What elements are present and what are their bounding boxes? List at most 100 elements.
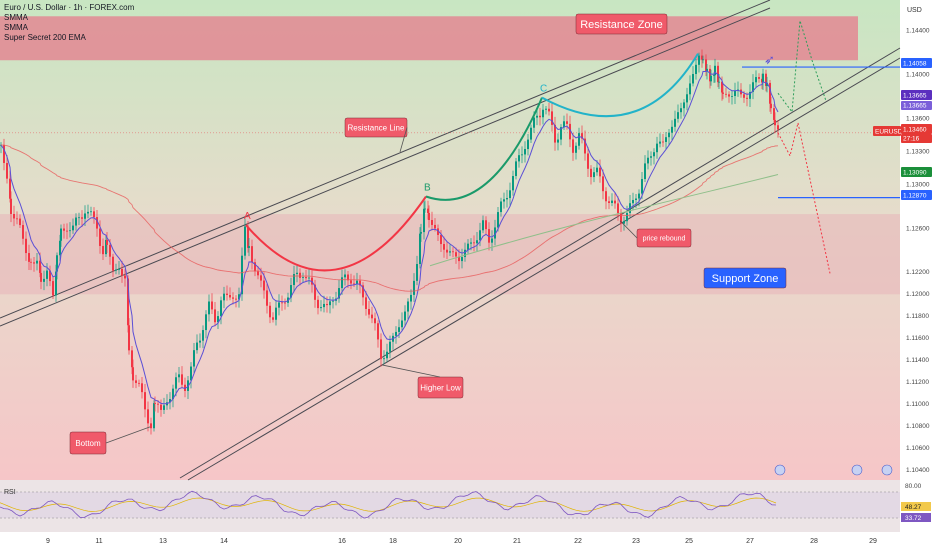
candle — [710, 69, 712, 86]
candle — [509, 182, 511, 206]
candle — [500, 197, 502, 217]
resistance-zone-label-text: Resistance Zone — [580, 19, 663, 31]
candle — [220, 296, 222, 325]
x-tick-label: 28 — [810, 538, 818, 545]
candle — [524, 141, 526, 163]
resistance-line-label-text: Resistance Line — [348, 123, 405, 132]
candle — [650, 151, 652, 166]
candle — [554, 116, 556, 151]
candle — [251, 239, 253, 270]
candle — [431, 211, 433, 231]
candle — [28, 244, 30, 270]
candle — [503, 192, 505, 209]
candle — [90, 206, 92, 216]
candle — [653, 148, 655, 165]
candle — [160, 399, 162, 417]
candle — [81, 210, 83, 227]
candle — [284, 298, 286, 310]
price-rebound-label-text: price rebound — [643, 235, 686, 242]
candle — [308, 269, 310, 285]
candle — [175, 372, 177, 397]
event-flag-icon[interactable] — [851, 464, 863, 476]
candle — [356, 272, 358, 290]
indicator-smma-2: SMMA — [4, 23, 28, 32]
x-tick-label: 18 — [389, 538, 397, 545]
x-tick-label: 23 — [632, 538, 640, 545]
candle — [692, 66, 694, 87]
candle — [386, 343, 388, 362]
candle — [446, 241, 448, 259]
candle — [269, 301, 271, 324]
candle — [293, 265, 295, 293]
candle — [623, 216, 625, 231]
candle — [734, 82, 736, 105]
resistance-line-label-pointer — [399, 127, 408, 153]
candle — [223, 286, 225, 309]
candle — [199, 333, 201, 348]
candle — [572, 132, 574, 161]
tag-symbol — [873, 126, 901, 136]
candle — [575, 142, 577, 160]
candle — [395, 326, 397, 344]
candle — [662, 134, 664, 147]
resistance-line-label: Resistance Line — [344, 117, 408, 153]
candle — [635, 193, 637, 209]
candle — [299, 268, 301, 286]
channel-line — [0, 0, 771, 319]
channel-line — [187, 57, 901, 481]
candle — [485, 216, 487, 235]
rsi-value-signal: 48.27 — [905, 504, 922, 511]
candle — [545, 105, 547, 115]
rsi-label: RSI — [4, 489, 16, 496]
candle — [121, 260, 123, 283]
point-b-label: B — [424, 182, 431, 193]
x-tick-label: 11 — [95, 538, 102, 545]
candle — [181, 366, 183, 389]
candle — [302, 272, 304, 284]
candle — [248, 238, 250, 257]
candle — [467, 239, 469, 254]
candle — [416, 255, 418, 286]
price-rebound-pointer — [619, 220, 638, 239]
candle — [106, 232, 108, 253]
candle — [494, 219, 496, 246]
symbol-title: Euro / U.S. Dollar · 1h · FOREX.com — [4, 3, 135, 12]
candle — [722, 84, 724, 100]
candle — [150, 417, 152, 435]
candle — [332, 296, 334, 309]
price-rebound-label: price rebound — [636, 228, 692, 248]
candle — [551, 103, 553, 132]
candle — [374, 312, 376, 331]
candle — [3, 138, 5, 171]
candle — [590, 165, 592, 185]
candle — [602, 169, 604, 200]
rocket-icon: ➶ — [764, 52, 775, 67]
tag-symbol-text: EURUSD — [875, 129, 903, 136]
x-tick-label: 13 — [159, 538, 167, 545]
x-tick-label: 21 — [513, 538, 521, 545]
tag-purple-text: 1.13665 — [903, 93, 927, 100]
event-flag-icon[interactable] — [881, 464, 893, 476]
candle — [587, 146, 589, 178]
candle — [144, 384, 146, 418]
candle — [214, 301, 216, 327]
rsi-tag-value — [901, 513, 931, 522]
candle — [728, 91, 730, 103]
candle — [238, 287, 240, 308]
higher-low-pointer — [381, 364, 441, 378]
candle — [647, 150, 649, 170]
candle — [404, 305, 406, 326]
candle — [235, 295, 237, 308]
candle — [476, 231, 478, 252]
tag-countdown-text: 27:16 — [903, 136, 920, 143]
event-flag-icon[interactable] — [774, 464, 786, 476]
candle — [458, 249, 460, 270]
time-axis-background — [0, 532, 900, 550]
candle — [683, 99, 685, 117]
candle — [344, 269, 346, 286]
candle — [506, 189, 508, 208]
candle — [329, 296, 331, 314]
candle — [6, 155, 8, 184]
